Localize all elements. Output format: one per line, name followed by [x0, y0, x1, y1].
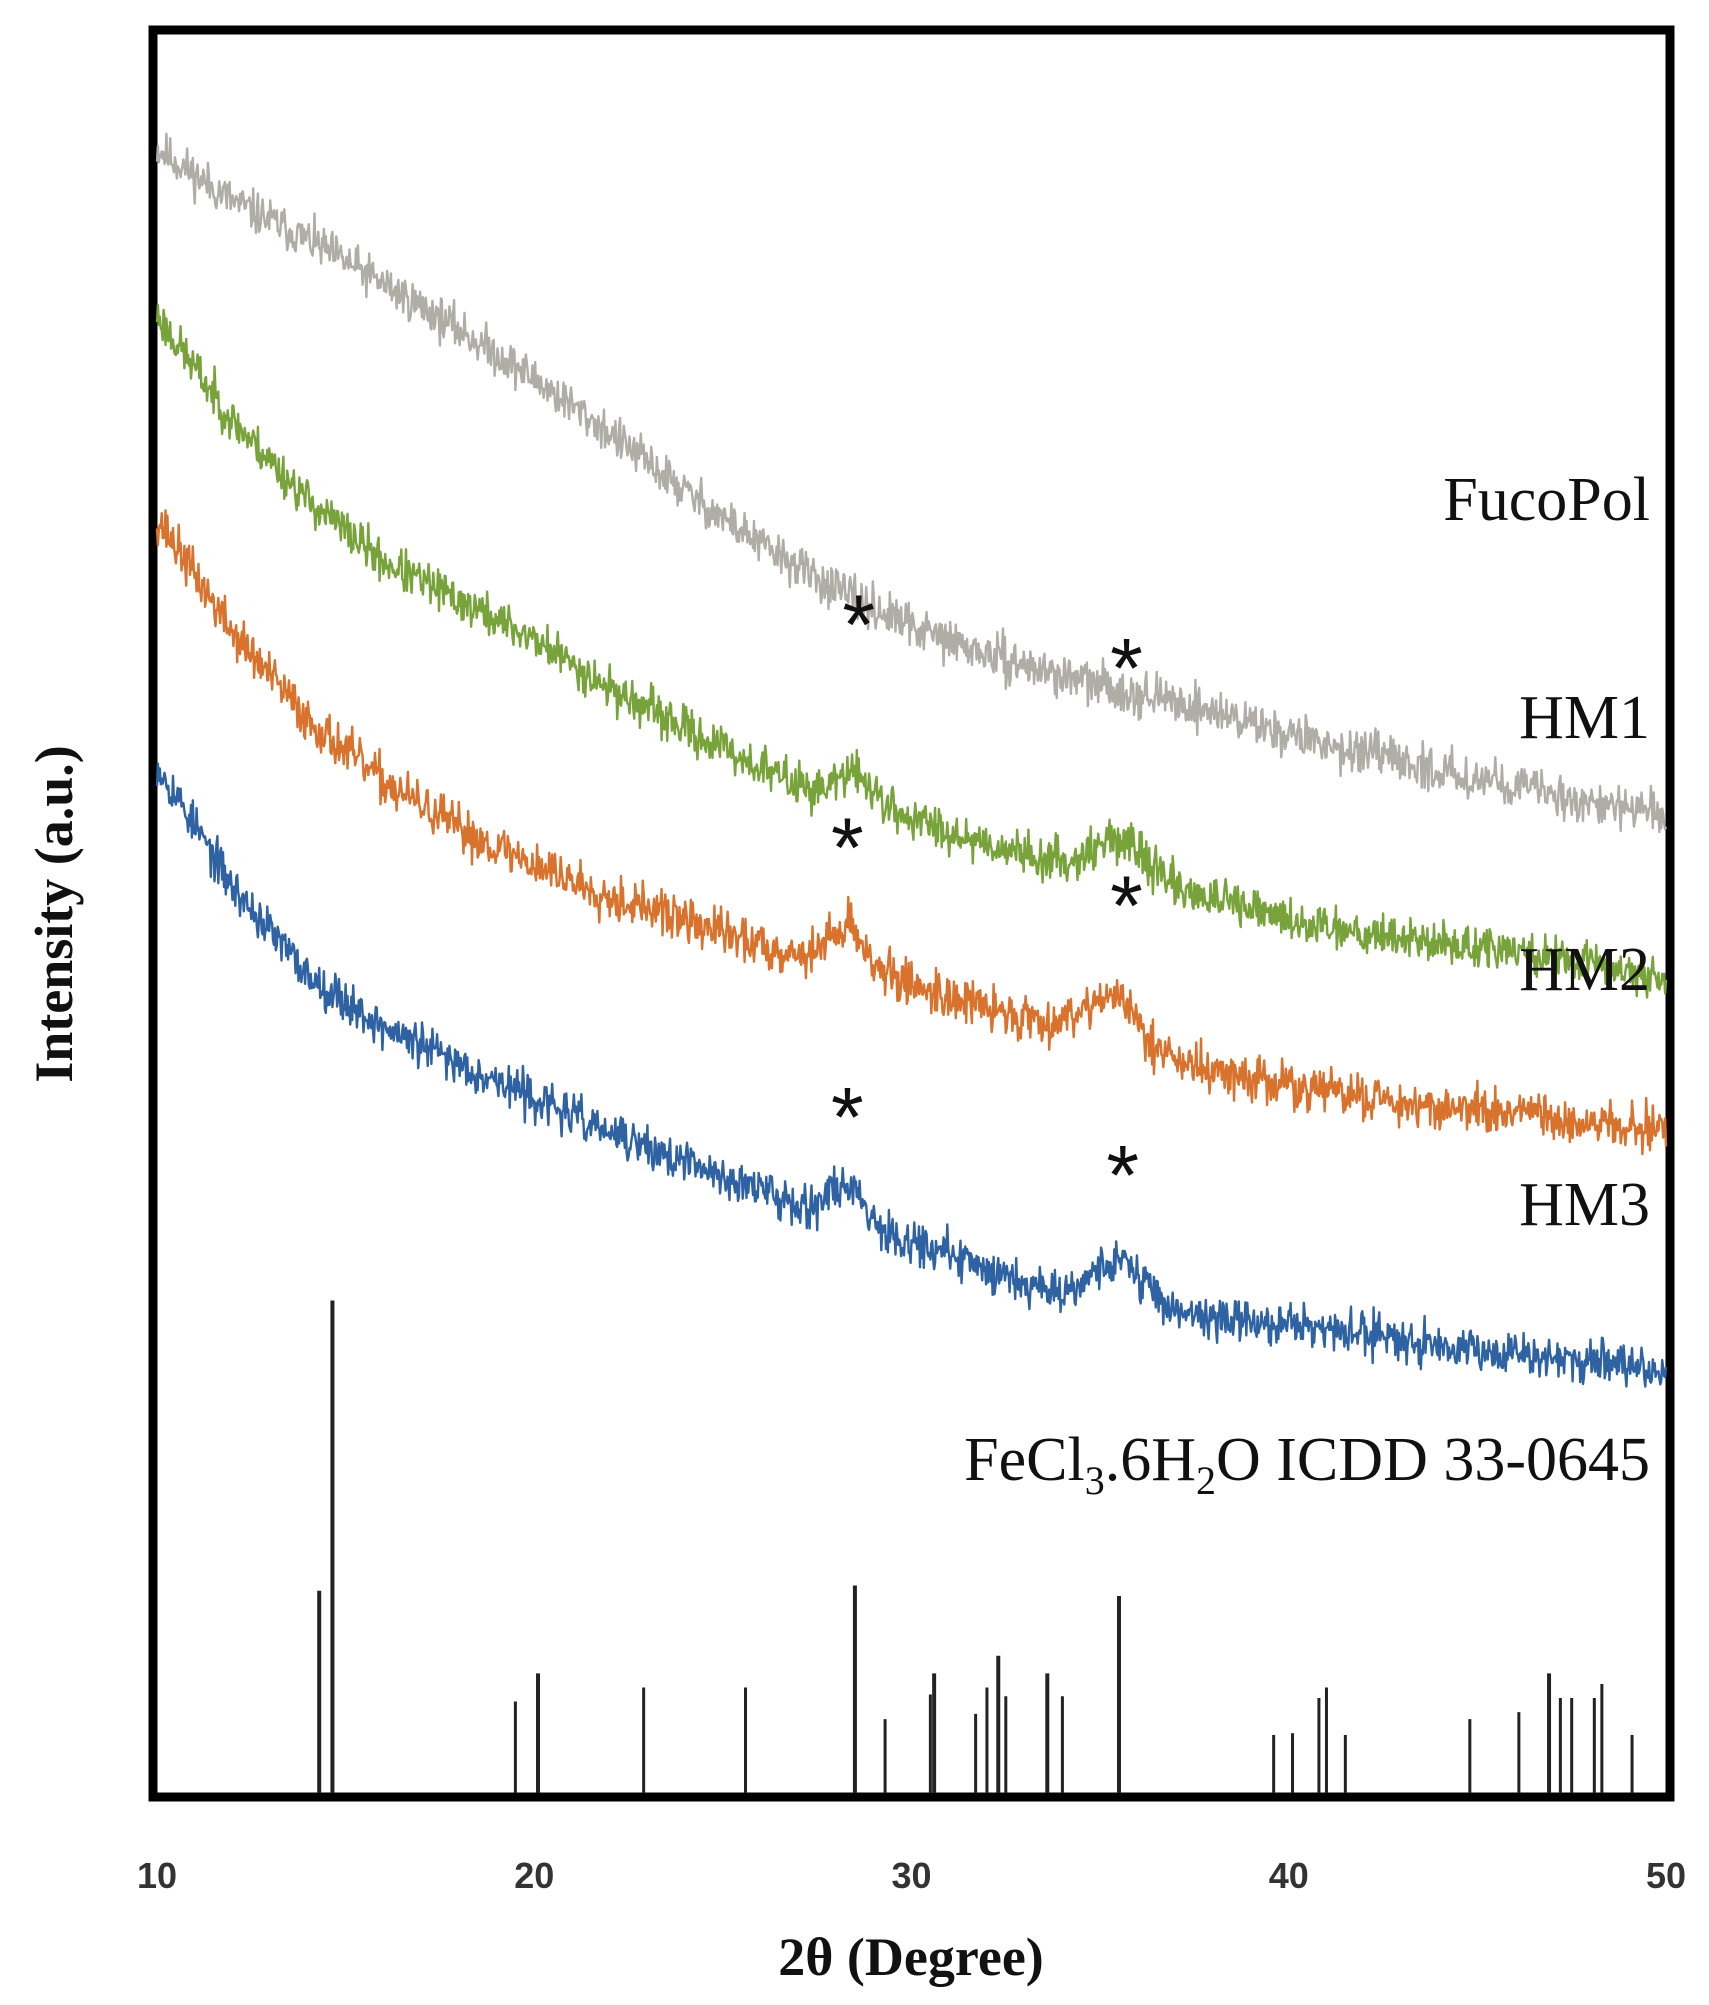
reference-pattern: [317, 1300, 1634, 1793]
peak-marker-5: *: [831, 1070, 864, 1164]
y-axis-label: Intensity (a.u.): [24, 745, 84, 1083]
series-line-fucopol: [155, 132, 1668, 834]
reference-label: FeCl3.6H2O ICDD 33-0645: [964, 1426, 1650, 1503]
peak-marker-3: *: [831, 801, 864, 895]
reference-label-sub-1: 3: [1085, 1458, 1105, 1503]
reference-label-part-2: .6H: [1105, 1426, 1196, 1494]
peak-marker-4: *: [1110, 859, 1143, 953]
x-tick-label-40: 40: [1269, 1855, 1309, 1896]
series-line-hm1: [155, 303, 1668, 999]
x-axis-label: 2θ (Degree): [778, 1927, 1044, 1987]
peak-marker-1: *: [842, 577, 875, 671]
plot-frame: [148, 25, 1675, 1802]
series-label-hm1: HM1: [1519, 684, 1650, 752]
peak-annotations: * * * * * *: [831, 577, 1143, 1222]
x-tick-label-20: 20: [514, 1855, 554, 1896]
series-label-fucopol: FucoPol: [1443, 466, 1650, 534]
series-line-hm3: [155, 762, 1668, 1388]
series-label-hm2: HM2: [1519, 936, 1650, 1004]
series-group: [155, 132, 1668, 1388]
reference-label-part-1: FeCl: [964, 1426, 1085, 1494]
x-tick-label-10: 10: [137, 1855, 177, 1896]
x-tick-label-30: 30: [891, 1855, 931, 1896]
series-line-hm2: [155, 509, 1668, 1156]
peak-marker-6: *: [1106, 1128, 1139, 1222]
x-axis-ticks: 10 20 30 40 50: [137, 1855, 1686, 1896]
peak-marker-2: *: [1110, 621, 1143, 715]
reference-label-sub-2: 2: [1196, 1458, 1216, 1503]
series-label-hm3: HM3: [1519, 1171, 1650, 1239]
x-tick-label-50: 50: [1646, 1855, 1686, 1896]
reference-label-part-3: O ICDD 33-0645: [1216, 1426, 1650, 1494]
series-labels: FucoPol HM1 HM2 HM3: [1443, 466, 1650, 1239]
